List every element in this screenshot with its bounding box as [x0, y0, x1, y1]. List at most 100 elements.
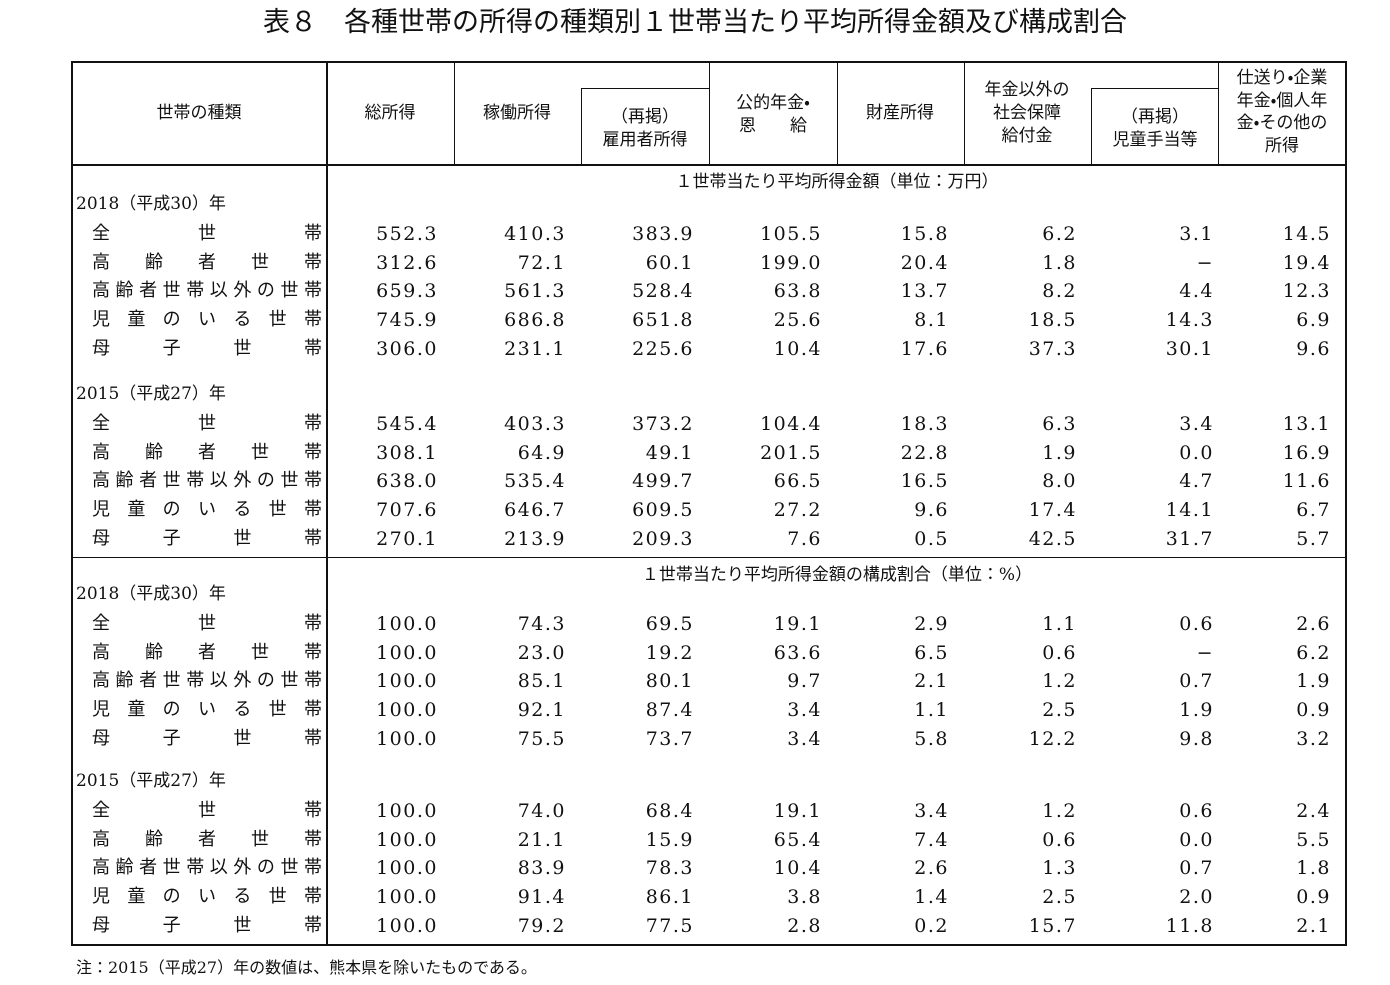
row-label: 全世帯: [92, 613, 322, 634]
cell: 209.3: [632, 527, 694, 550]
cell: 383.9: [632, 223, 694, 245]
cell: 100.0: [376, 914, 438, 937]
cell: 201.5: [760, 441, 822, 464]
cell: 707.6: [376, 499, 438, 522]
section-caption: １世帯当たり平均所得金額（単位：万円）: [675, 172, 999, 192]
cell: 72.1: [517, 251, 566, 274]
cell: 8.1: [914, 309, 949, 332]
group-label: 2018（平成30）年: [76, 194, 226, 214]
cell: 30.1: [1165, 337, 1214, 360]
cell: 87.4: [645, 699, 694, 722]
cell: 27.2: [773, 499, 822, 522]
header-label: 総所得: [364, 103, 416, 123]
cell: 1.8: [1042, 251, 1077, 274]
header-label: 所得: [1265, 135, 1299, 156]
cell: 306.0: [376, 337, 438, 360]
row-label: 高齢者世帯以外の世帯: [92, 280, 322, 302]
border-bottom: [72, 944, 1347, 946]
cell: 9.6: [1296, 337, 1331, 360]
cell: 1.3: [1042, 857, 1077, 880]
cell: 5.5: [1296, 828, 1331, 851]
cell: 16.5: [900, 470, 949, 493]
header-label: 年金・個人年: [1236, 90, 1328, 111]
cell: 15.8: [900, 223, 949, 245]
row-label: 全世帯: [92, 800, 322, 821]
cell: 16.9: [1282, 441, 1331, 464]
cell: 1.9: [1296, 670, 1331, 693]
cell: 18.5: [1028, 309, 1077, 332]
cell: 0.9: [1296, 699, 1331, 722]
stub-rule: [326, 62, 328, 945]
cell: 19.1: [773, 613, 822, 635]
cell: 403.3: [504, 413, 566, 435]
cell: 6.9: [1296, 309, 1331, 332]
cell: 0.6: [1042, 828, 1077, 851]
cell: 1.4: [914, 886, 949, 909]
header-label: 金・その他の: [1236, 113, 1328, 134]
cell: 21.1: [517, 828, 566, 851]
header-label: 世帯の種類: [156, 103, 242, 123]
cell: 74.3: [517, 613, 566, 635]
cell: 11.8: [1165, 914, 1214, 937]
cell: 75.5: [517, 727, 566, 750]
header-label: 恩 給: [739, 115, 807, 136]
row-label: 全世帯: [92, 413, 322, 434]
cell: 100.0: [376, 699, 438, 722]
border-right: [1345, 61, 1347, 946]
cell: 105.5: [760, 223, 822, 245]
header-label: （再掲）: [611, 106, 679, 127]
header-label: 財産所得: [866, 103, 934, 123]
cell: −: [1196, 641, 1214, 664]
cell: 79.2: [517, 914, 566, 937]
cell: 199.0: [760, 251, 822, 274]
cell: 100.0: [376, 670, 438, 693]
cell: 63.8: [773, 280, 822, 303]
cell: 373.2: [632, 413, 694, 435]
cell: 686.8: [504, 309, 566, 332]
row-label: 母子世帯: [92, 727, 322, 749]
cell: 91.4: [517, 886, 566, 909]
row-label: 児童のいる世帯: [92, 499, 322, 521]
cell: 4.7: [1179, 470, 1214, 493]
cell: 69.5: [645, 613, 694, 635]
cell: 0.0: [1179, 441, 1214, 464]
cell: 11.6: [1282, 470, 1331, 493]
title: 表８ 各種世帯の所得の種類別１世帯当たり平均所得金額及び構成割合: [263, 7, 1127, 38]
header-label: 給付金: [1001, 126, 1053, 146]
cell: 6.3: [1042, 413, 1077, 435]
sub-divider: [581, 88, 709, 89]
cell: 659.3: [376, 280, 438, 303]
cell: 1.2: [1042, 800, 1077, 822]
cell: 1.1: [1042, 613, 1077, 635]
cell: 83.9: [517, 857, 566, 880]
cell: 3.4: [787, 699, 822, 722]
header-rule: [72, 164, 1347, 166]
cell: 499.7: [632, 470, 694, 493]
header-divider: [1218, 62, 1219, 165]
row-label: 母子世帯: [92, 337, 322, 359]
cell: 14.5: [1282, 223, 1331, 245]
cell: 2.1: [914, 670, 949, 693]
group-label: 2018（平成30）年: [76, 584, 226, 604]
cell: 68.4: [645, 800, 694, 822]
cell: 2.9: [914, 613, 949, 635]
cell: 92.1: [517, 699, 566, 722]
cell: 2.8: [787, 914, 822, 937]
cell: 0.6: [1179, 613, 1214, 635]
cell: 2.6: [1296, 613, 1331, 635]
cell: 2.4: [1296, 800, 1331, 822]
cell: 77.5: [645, 914, 694, 937]
header-label: 公的年金・: [736, 92, 810, 113]
cell: 6.5: [914, 641, 949, 664]
cell: 0.5: [914, 527, 949, 550]
cell: 0.7: [1179, 857, 1214, 880]
cell: 651.8: [632, 309, 694, 332]
border-left: [71, 61, 73, 946]
row-label: 母子世帯: [92, 527, 322, 549]
cell: 0.7: [1179, 670, 1214, 693]
cell: 100.0: [376, 886, 438, 909]
section-rule: [72, 557, 1347, 558]
cell: 104.4: [760, 413, 822, 435]
cell: 23.0: [517, 641, 566, 664]
